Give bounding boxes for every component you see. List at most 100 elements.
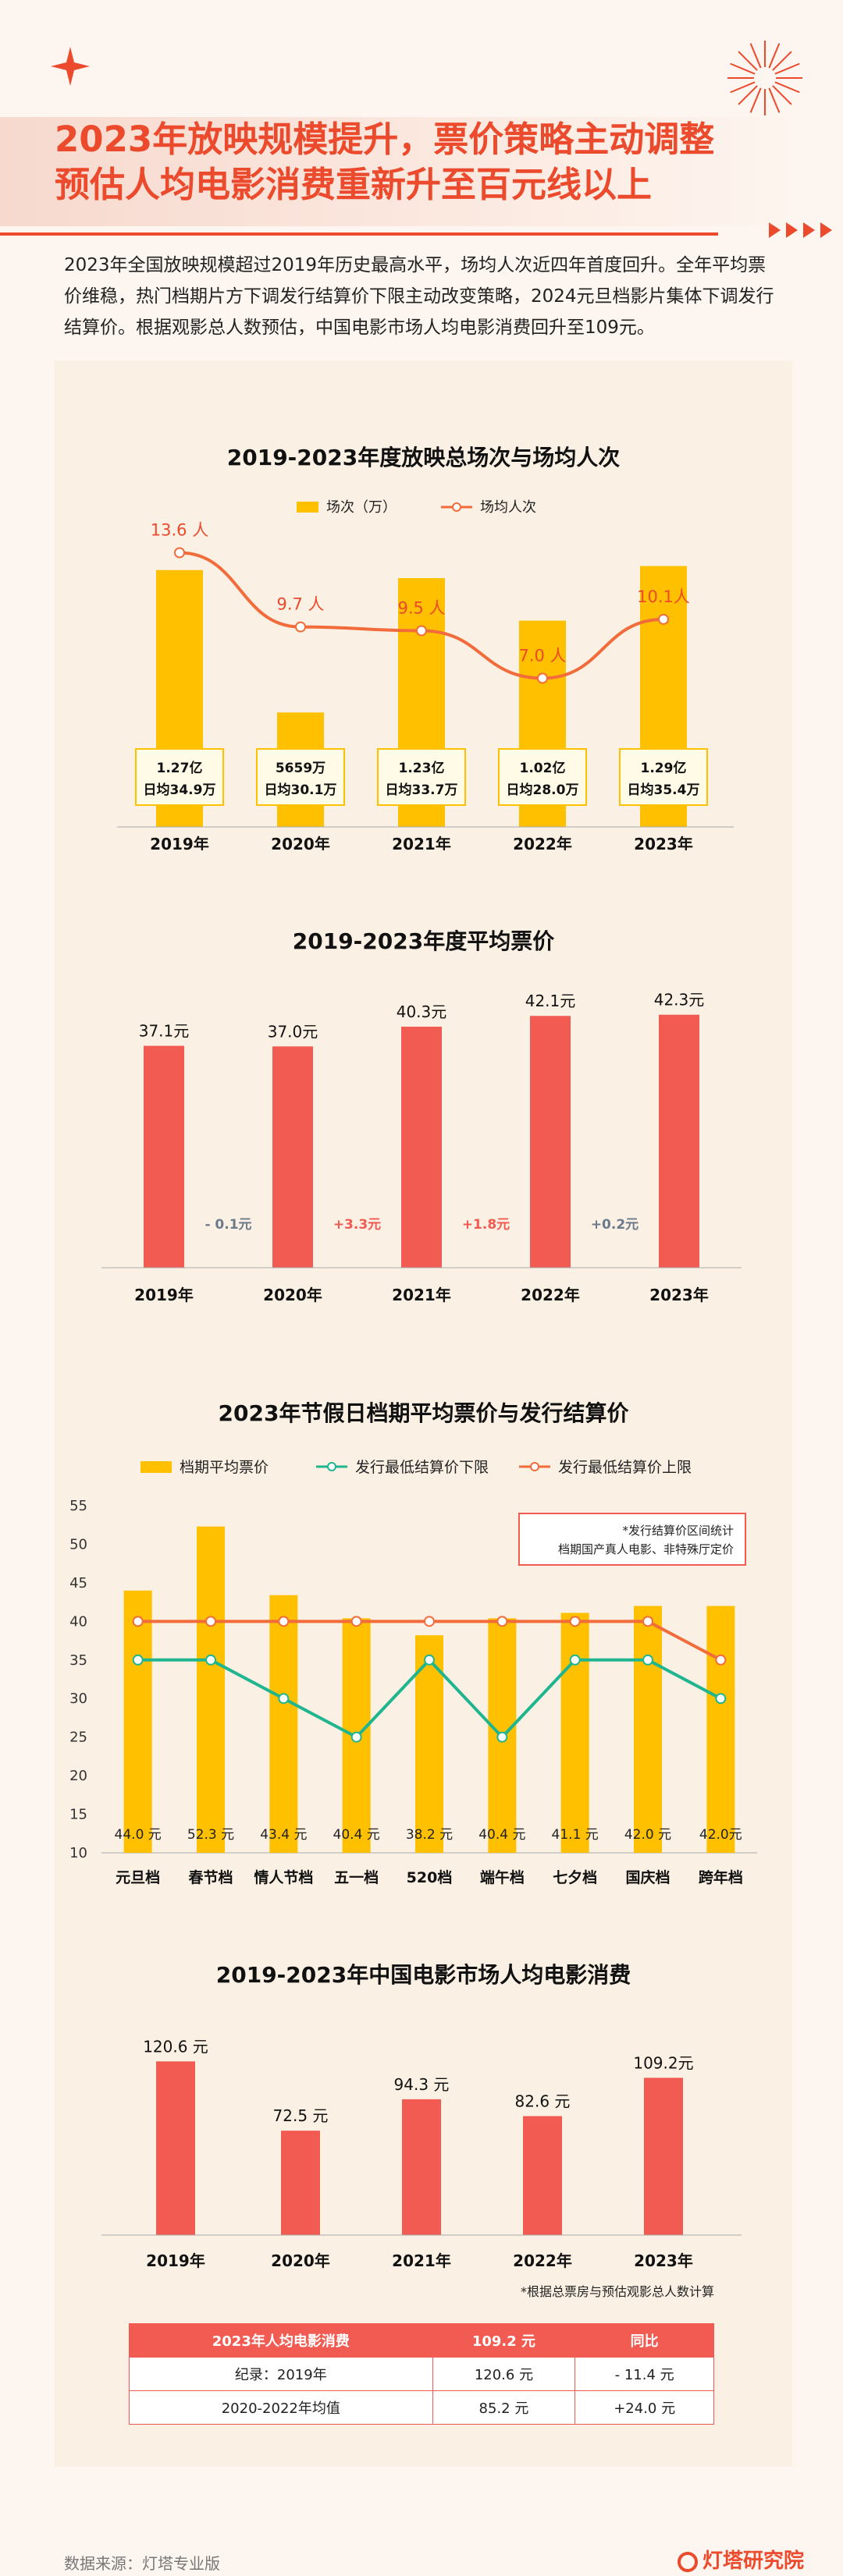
x-tick-label: 2019年 [146,2251,205,2270]
point-lower-limit [496,1731,508,1743]
value-label: 43.4 元 [260,1827,307,1843]
x-tick-label: 元旦档 [116,1868,160,1886]
x-tick-label: 2020年 [263,1286,322,1304]
box-total: 1.27亿 [157,760,203,776]
table-cell: 2023年人均电影消费 [129,2323,433,2358]
point-attendance [416,625,427,637]
change-label: - 0.1元 [205,1217,251,1233]
firework-ray [768,87,781,113]
value-label: 72.5 元 [273,2106,329,2125]
table-row: 2020-2022年均值 85.2 元 +24.0 元 [129,2390,714,2425]
change-label: +3.3元 [333,1217,381,1233]
y-tick-label: 45 [69,1575,87,1591]
table-cell: 纪录：2019年 [129,2357,433,2391]
point-upper-limit [569,1616,581,1627]
label-attendance: 9.5 人 [397,598,445,617]
value-label: 37.0元 [268,1022,318,1041]
x-tick-label: 端午档 [480,1868,525,1886]
point-lower-limit [715,1693,727,1705]
firework-ray [730,62,756,75]
change-label: +0.2元 [591,1217,638,1233]
label-attendance: 10.1人 [637,587,690,606]
x-tick-label: 2019年 [150,835,209,850]
bar-holiday-price [634,1606,662,1853]
bar-avg-price [144,1045,184,1268]
label-attendance: 9.7 人 [276,595,324,614]
firework-ray [772,85,792,105]
box-daily: 日均28.0万 [507,782,579,798]
value-label: 40.4 元 [333,1827,380,1843]
point-upper-limit [278,1616,290,1627]
y-tick-label: 15 [69,1807,87,1823]
firework-ray [730,81,756,94]
x-tick-label: 春节档 [188,1868,233,1886]
box-annotation [135,748,224,806]
per-capita-table: 2023年人均电影消费 109.2 元 同比 纪录：2019年 120.6 元 … [129,2323,714,2425]
value-label: 52.3 元 [187,1827,234,1843]
legend-label-lower: 发行最低结算价下限 [355,1459,489,1476]
firework-ray [774,81,800,94]
table-cell: 2020-2022年均值 [129,2390,433,2425]
box-daily: 日均35.4万 [628,782,700,798]
point-upper-limit [350,1616,362,1627]
point-lower-limit [424,1654,435,1666]
y-tick-label: 35 [69,1652,87,1669]
bar-per-capita [644,2077,683,2235]
value-label: 42.1元 [525,992,576,1010]
legend-label-bar: 场次（万） [326,499,397,516]
bar-holiday-price [269,1595,298,1853]
point-upper-limit [496,1616,508,1627]
y-tick-label: 25 [69,1730,87,1746]
firework-ray [749,43,762,69]
point-lower-limit [132,1654,144,1666]
label-attendance: 13.6 人 [151,521,208,540]
bar-avg-price [401,1027,442,1268]
value-label: 94.3 元 [394,2075,450,2094]
point-upper-limit [424,1616,435,1627]
x-tick-label: 七夕档 [553,1868,597,1886]
point-attendance [174,547,185,559]
legend-label-upper: 发行最低结算价上限 [558,1459,692,1476]
title-line-1: 2023年放映规模提升，票价策略主动调整 [55,119,715,160]
y-tick-label: 20 [69,1768,87,1784]
bar-holiday-price [197,1526,225,1853]
point-lower-limit [278,1693,290,1705]
firework-ray [749,87,762,113]
table-header-row: 2023年人均电影消费 109.2 元 同比 [129,2323,714,2358]
point-lower-limit [569,1654,581,1666]
table-cell: 同比 [574,2323,714,2358]
value-label: 109.2元 [633,2053,693,2072]
point-lower-limit [642,1654,653,1666]
bar-avg-price [530,1016,571,1268]
title-divider [0,232,718,236]
firework-ray [772,51,792,71]
value-label: 37.1元 [139,1022,190,1041]
chart3-title: 2023年节假日档期平均票价与发行结算价 [218,1400,629,1426]
firework-ray [738,51,758,71]
x-tick-label: 2021年 [392,1286,451,1304]
x-tick-label: 2021年 [392,835,451,850]
note-line: *发行结算价区间统计 [622,1524,734,1538]
bar-per-capita [156,2061,195,2235]
firework-ray [738,85,758,105]
label-attendance: 7.0 人 [518,646,566,665]
box-total: 1.02亿 [520,760,566,776]
box-total: 1.23亿 [399,760,445,776]
value-label: 42.0元 [699,1827,742,1843]
bar-per-capita [523,2116,562,2235]
x-tick-label: 2023年 [649,1286,709,1304]
point-attendance [295,621,306,633]
bar-avg-price [659,1014,699,1268]
brand-name: 灯塔研究院 [702,2549,804,2573]
x-tick-label: 2020年 [271,835,330,850]
chart4-per-capita: 120.6 元 72.5 元 94.3 元 82.6 元 109.2元 2019年 2020… [101,2037,742,2299]
point-upper-limit [715,1654,727,1666]
chart2-avg-price: 37.1元 37.0元 40.3元 42.1元 42.3元 - 0.1元 +3.3元 +1.8… [101,991,742,1304]
legend-label-bar: 档期平均票价 [180,1459,269,1476]
bar-per-capita [281,2131,320,2235]
chart1-title: 2019-2023年度放映总场次与场均人次 [226,445,621,470]
point-upper-limit [642,1616,653,1627]
point-lower-limit [205,1654,216,1666]
box-annotation [498,748,587,806]
x-tick-label: 国庆档 [625,1868,670,1886]
